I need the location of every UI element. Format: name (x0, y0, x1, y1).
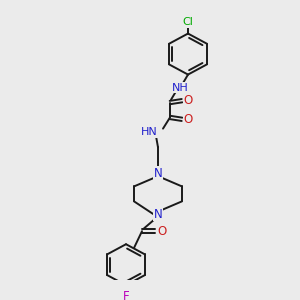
Text: O: O (183, 113, 193, 126)
Text: N: N (154, 208, 162, 221)
Text: HN: HN (141, 128, 158, 137)
Text: N: N (154, 167, 162, 180)
Text: O: O (158, 225, 166, 238)
Text: Cl: Cl (183, 17, 194, 27)
Text: F: F (123, 290, 129, 300)
Text: O: O (183, 94, 193, 107)
Text: NH: NH (172, 82, 188, 93)
